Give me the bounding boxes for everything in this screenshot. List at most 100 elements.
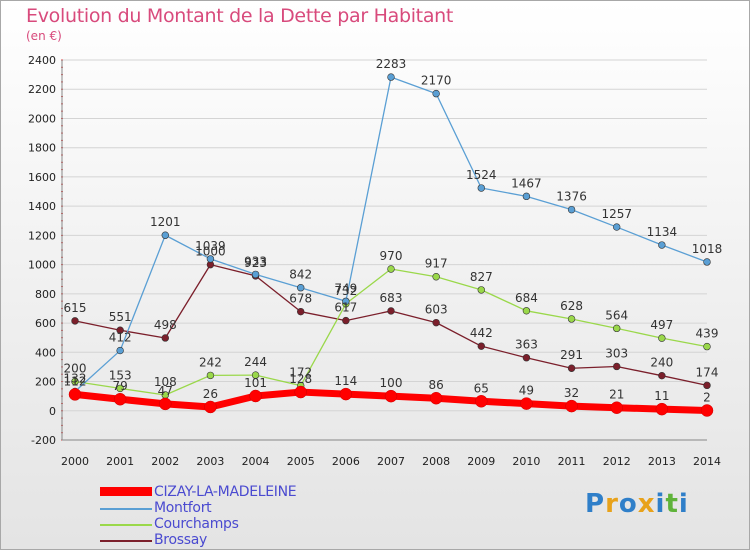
x-tick-label: 2008 [422,455,450,468]
data-point [384,389,398,403]
data-label: 617 [334,301,357,315]
data-label: 684 [515,291,538,305]
data-label: 1134 [647,225,678,239]
data-label: 49 [519,384,534,398]
data-label: 112 [64,374,87,388]
data-label: 412 [109,331,132,345]
y-tick-label: 2000 [28,112,56,125]
data-label: 86 [429,378,444,392]
data-label: 923 [244,256,267,270]
data-label: 749 [334,281,357,295]
data-label: 240 [650,356,673,370]
data-point [251,371,260,379]
data-label: 1524 [466,168,497,182]
data-label: 303 [605,346,628,360]
data-point [161,334,169,342]
data-point [522,192,531,201]
data-label: 1376 [556,190,587,204]
data-label: 114 [334,374,357,388]
data-point [610,401,623,414]
y-tick-label: 2200 [28,83,56,96]
data-point [658,371,666,380]
data-label: 628 [560,299,583,313]
data-label: 439 [696,327,719,341]
data-label: 497 [650,318,673,332]
data-point [658,241,666,249]
data-point [703,258,711,266]
data-label: 363 [515,338,538,352]
data-point [520,397,533,410]
data-label: 1039 [195,239,226,253]
y-tick-label: 1000 [28,259,56,272]
data-label: 1018 [692,242,723,256]
data-point [387,265,395,273]
data-label: 79 [113,379,128,393]
data-point [71,377,79,386]
data-point [613,324,621,333]
data-point [342,297,350,305]
data-label: 172 [289,366,312,380]
legend-swatch [100,540,152,542]
data-point [432,89,440,98]
y-tick-label: 2400 [28,54,56,67]
y-tick-label: 400 [35,346,56,359]
data-label: 101 [244,376,267,390]
data-label: 442 [470,326,493,340]
data-point [71,317,79,325]
data-label: 1201 [150,215,181,229]
data-label: 1257 [601,207,632,221]
y-tick-label: 0 [49,405,56,418]
legend-label: Brossay [154,532,207,548]
data-point [206,371,215,380]
data-label: 47 [158,384,173,398]
x-tick-label: 2004 [242,455,270,468]
data-point [565,399,578,413]
data-label: 678 [289,292,312,306]
data-label: 32 [564,386,579,400]
y-tick-label: 1200 [28,229,56,242]
data-label: 683 [380,291,403,305]
data-label: 615 [64,301,87,315]
data-point [703,342,711,351]
data-point [204,400,217,414]
data-label: 108 [154,375,177,389]
legend-label: CIZAY-LA-MADELEINE [154,484,297,500]
chart-title: Evolution du Montant de la Dette par Hab… [26,5,454,27]
data-point [297,307,305,316]
proxiti-logo: Proxiti [585,489,689,519]
data-label: 100 [380,376,403,390]
data-label: 244 [244,355,267,369]
data-point [294,385,307,399]
y-tick-label: 800 [35,288,56,301]
x-tick-label: 2001 [106,455,134,468]
data-label: 564 [605,308,628,322]
legend-label: Montfort [154,500,212,516]
data-point [159,397,172,411]
data-point [113,392,127,406]
data-point [429,391,443,405]
x-tick-label: 2005 [287,455,315,468]
y-tick-label: 600 [35,317,56,330]
legend-label: Courchamps [154,516,239,532]
x-tick-label: 2010 [512,455,540,468]
data-point [116,326,124,334]
data-label: 1467 [511,176,542,190]
legend-swatch [100,524,152,526]
data-label: 933 [244,254,267,268]
data-point [613,223,621,231]
y-tick-label: -200 [31,434,56,447]
data-point [251,270,260,279]
data-point [116,384,124,393]
data-label: 65 [474,381,489,395]
x-tick-label: 2007 [377,455,405,468]
data-point [475,395,488,408]
data-point [567,315,576,323]
data-point [432,318,440,327]
data-label: 1000 [195,245,226,259]
x-tick-label: 2013 [648,455,676,468]
data-point [387,73,395,81]
x-tick-label: 2003 [196,455,224,468]
data-label: 200 [64,362,87,376]
data-label: 128 [289,372,312,386]
